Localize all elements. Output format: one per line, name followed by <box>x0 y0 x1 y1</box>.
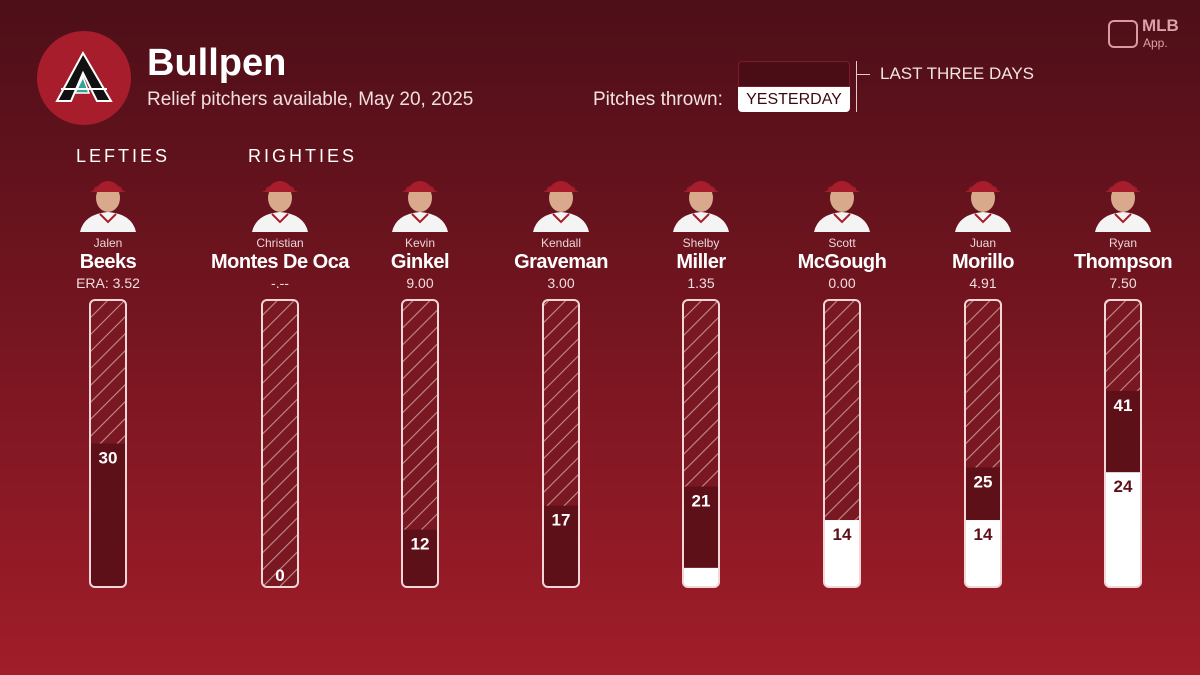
pitcher-last-name: McGough <box>797 251 887 273</box>
team-logo-icon <box>55 50 113 102</box>
legend-bracket <box>856 61 857 112</box>
bar-group <box>824 300 860 587</box>
bar-yesterday <box>824 520 860 587</box>
three-days-value-label: 21 <box>692 492 711 511</box>
pitches-thrown-label: Pitches thrown: <box>593 89 723 110</box>
pitcher-first-name: Christian <box>256 236 304 250</box>
player-headshot-icon <box>252 181 308 232</box>
three-days-value-label: 17 <box>552 511 571 530</box>
bar-three-days <box>543 505 579 587</box>
pitcher-last-name: Graveman <box>514 251 608 273</box>
mlb-app-sub: App. <box>1143 36 1168 50</box>
player-headshot-icon <box>80 181 136 232</box>
bar-outline <box>1104 299 1142 588</box>
pitcher-card: Juan Morillo 4.91 <box>903 168 1063 292</box>
pitcher-last-name: Ginkel <box>390 251 450 273</box>
player-headshot-icon <box>673 181 729 232</box>
player-headshot-icon <box>814 181 870 232</box>
bar-outline <box>261 299 299 588</box>
pitcher-card: Christian Montes De Oca -.-- <box>200 168 360 292</box>
pitcher-card: Shelby Miller 1.35 <box>621 168 781 292</box>
page-subtitle: Relief pitchers available, May 20, 2025 <box>147 89 474 110</box>
player-headshot-icon <box>1095 181 1151 232</box>
mlb-app-name: MLB <box>1142 16 1179 35</box>
pitcher-card: Ryan Thompson 7.50 <box>1043 168 1200 292</box>
bar-yesterday <box>683 567 719 587</box>
three-days-value-label: 0 <box>275 566 284 585</box>
pitcher-era: ERA: 3.52 <box>76 275 140 291</box>
pitcher-first-name: Scott <box>828 236 856 250</box>
legend-yesterday-swatch: YESTERDAY <box>738 87 850 112</box>
bar-available-hatch <box>262 300 298 587</box>
three-days-value-label: 30 <box>99 449 118 468</box>
bar-outline <box>682 299 720 588</box>
bar-outline <box>542 299 580 588</box>
pitcher-era: 1.35 <box>687 275 715 291</box>
bar-group <box>402 300 438 587</box>
pitcher-last-name: Montes De Oca <box>211 251 349 273</box>
pitcher-first-name: Ryan <box>1108 236 1137 250</box>
pitcher-era: 9.00 <box>406 275 434 291</box>
pitcher-last-name: Morillo <box>951 251 1015 273</box>
pitcher-card: Kevin Ginkel 9.00 <box>340 168 500 292</box>
bar-group <box>543 300 579 587</box>
legend-bracket-tick <box>856 74 870 75</box>
mlb-app-icon <box>1108 20 1138 48</box>
pitcher-last-name: Miller <box>676 251 726 273</box>
legend-three-days-label: LAST THREE DAYS <box>880 64 1034 83</box>
pitcher-first-name: Jalen <box>93 236 123 250</box>
bar-group <box>262 300 298 587</box>
yesterday-value-label: 24 <box>1114 477 1133 496</box>
pitcher-first-name: Shelby <box>682 236 720 250</box>
pitcher-era: 7.50 <box>1109 275 1137 291</box>
bar-yesterday <box>965 520 1001 587</box>
bar-group <box>1105 300 1141 587</box>
bar-outline <box>401 299 439 588</box>
page-title: Bullpen <box>147 42 287 84</box>
bar-three-days <box>402 529 438 587</box>
group-label-lefties: LEFTIES <box>76 146 171 166</box>
pitcher-last-name: Beeks <box>79 251 137 273</box>
pitcher-era: 0.00 <box>828 275 856 291</box>
legend-three-days-swatch <box>738 61 850 87</box>
pitcher-card: Scott McGough 0.00 <box>762 168 922 292</box>
bar-outline <box>89 299 127 588</box>
pitcher-card: Kendall Graveman 3.00 <box>481 168 641 292</box>
pitcher-first-name: Kevin <box>404 236 436 250</box>
pitcher-first-name: Juan <box>969 236 997 250</box>
pitcher-era: -.-- <box>271 275 289 291</box>
player-headshot-icon <box>955 181 1011 232</box>
three-days-value-label: 41 <box>1114 396 1133 415</box>
bar-outline <box>964 299 1002 588</box>
player-headshot-icon <box>392 181 448 232</box>
pitcher-era: 4.91 <box>969 275 997 291</box>
bar-three-days <box>90 443 126 587</box>
bar-group <box>965 300 1001 587</box>
yesterday-value-label: 14 <box>833 525 852 544</box>
three-days-value-label: 25 <box>974 472 993 491</box>
bar-outline <box>823 299 861 588</box>
pitcher-last-name: Thompson <box>1073 251 1173 273</box>
player-headshot-icon <box>533 181 589 232</box>
team-logo <box>37 31 131 125</box>
three-days-value-label: 12 <box>411 535 430 554</box>
pitcher-card: Jalen Beeks ERA: 3.52 <box>28 168 188 292</box>
group-label-righties: RIGHTIES <box>248 146 358 166</box>
bar-yesterday <box>1105 472 1141 587</box>
pitcher-era: 3.00 <box>547 275 575 291</box>
bar-group <box>683 300 719 587</box>
yesterday-value-label: 14 <box>974 525 993 544</box>
bar-group <box>90 300 126 587</box>
pitcher-first-name: Kendall <box>540 236 582 250</box>
